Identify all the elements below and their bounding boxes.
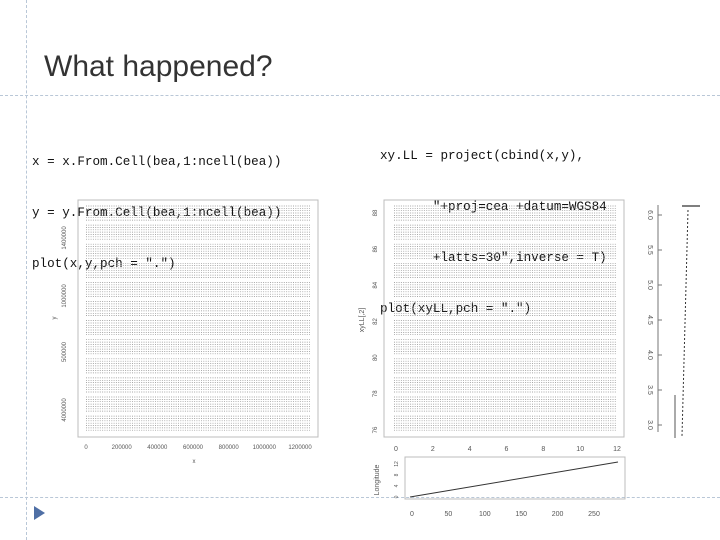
left-plot-x-tick-label: 0 <box>84 445 88 451</box>
bottom-plot-x-tick-label: 150 <box>515 511 527 518</box>
triangle-bullet-icon <box>34 506 45 520</box>
middle-plot-y-label: xyLL[,2] <box>359 308 366 333</box>
right-plot-tick-label: 5.5 <box>646 245 653 255</box>
right-plot-tick-label: 5.0 <box>646 280 653 290</box>
bottom-plot-x-tick-label: 100 <box>479 511 491 518</box>
right-plot-tick-label: 3.0 <box>646 420 653 430</box>
bottom-plot-x-tick-label: 250 <box>588 511 600 518</box>
bottom-plot-y-tick-label: 0 <box>394 495 400 498</box>
slide-title: What happened? <box>44 50 273 83</box>
middle-plot-x-tick-label: 8 <box>541 446 545 453</box>
left-plot-y-tick-label: 500000 <box>62 341 68 362</box>
footer-divider <box>0 497 720 498</box>
right-plot-tick-label: 6.0 <box>646 210 653 220</box>
bottom-plot-x-tick-label: 200 <box>552 511 564 518</box>
left-guide <box>26 0 27 540</box>
left-plot-y-tick-label: 1400000 <box>62 226 68 250</box>
plot-marks: 0 200000 400000 600000 800000 1000000 12000004… <box>52 205 662 518</box>
left-plot-y-label: y <box>52 317 58 320</box>
right-plot-tick-label: 3.5 <box>646 385 653 395</box>
left-code-line: plot(x,y,pch = ".") <box>32 257 176 271</box>
right-plot-tick-label: 4.0 <box>646 350 653 360</box>
bottom-plot-series-line <box>409 461 619 498</box>
left-code-block: x = x.From.Cell(bea,1:ncell(bea)) y = y.… <box>32 120 281 290</box>
left-plot-x-tick-label: 1000000 <box>253 445 277 451</box>
title-divider <box>0 95 720 96</box>
middle-plot-x-tick-label: 10 <box>576 446 584 453</box>
left-plot-x-tick-label: 600000 <box>183 445 204 451</box>
middle-plot-y-tick-label: 80 <box>373 354 379 361</box>
middle-plot-y-tick-label: 84 <box>373 281 379 288</box>
middle-plot-x-tick-label: 12 <box>613 446 621 453</box>
middle-plot-x-tick-label: 2 <box>431 446 435 453</box>
bottom-plot-y-label: Longitude <box>374 465 381 496</box>
middle-plot-frame <box>383 199 625 438</box>
bottom-plot-y-tick-label: 8 <box>394 473 400 476</box>
left-plot-y-tick-label: 1000000 <box>62 284 68 308</box>
left-plot-x-tick-label: 400000 <box>147 445 168 451</box>
left-plot-y-tick-label: 4000000 <box>62 398 68 422</box>
bottom-plot-y-tick-label: 4 <box>394 484 400 487</box>
right-code-block: xy.LL = project(cbind(x,y), "+proj=cea +… <box>380 114 607 335</box>
left-plot-x-tick-label: 200000 <box>112 445 133 451</box>
left-plot-frame <box>77 199 319 438</box>
right-plot-tick-label: 4.5 <box>646 315 653 325</box>
middle-plot-x-tick-label: 4 <box>468 446 472 453</box>
right-plot-series <box>681 209 689 437</box>
middle-plot-y-tick-label: 82 <box>373 318 379 325</box>
right-code-line: plot(xyLL,pch = ".") <box>380 302 532 316</box>
bottom-plot-x-tick-label: 50 <box>445 511 453 518</box>
bottom-plot-y-tick-label: 12 <box>394 461 400 467</box>
middle-plot-x-tick-label: 0 <box>394 446 398 453</box>
left-plot-x-tick-label: 800000 <box>219 445 240 451</box>
middle-plot-y-tick-label: 86 <box>373 245 379 252</box>
middle-plot-y-tick-label: 76 <box>373 426 379 433</box>
middle-plot-y-tick-label: 78 <box>373 390 379 397</box>
right-code-line: xy.LL = project(cbind(x,y), <box>380 149 585 163</box>
middle-plot-x-tick-label: 6 <box>505 446 509 453</box>
middle-plot-y-tick-label: 88 <box>373 209 379 216</box>
left-code-line: x = x.From.Cell(bea,1:ncell(bea)) <box>32 155 282 169</box>
bottom-plot-x-tick-label: 0 <box>410 511 414 518</box>
left-plot-x-tick-label: 1200000 <box>288 445 312 451</box>
bottom-plot-frame <box>404 456 626 500</box>
left-plot-x-label: x <box>193 459 196 465</box>
right-code-line: "+proj=cea +datum=WGS84 <box>380 200 607 214</box>
